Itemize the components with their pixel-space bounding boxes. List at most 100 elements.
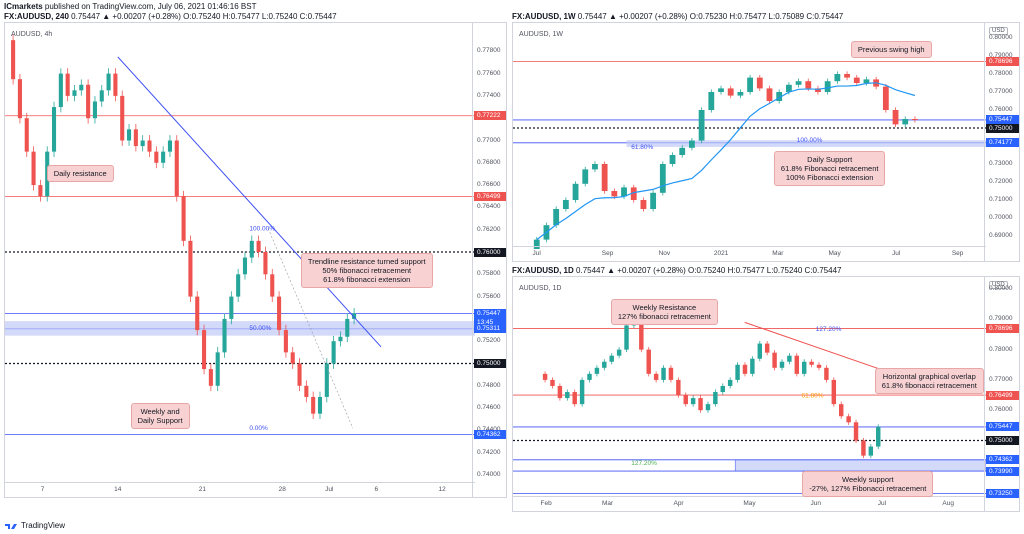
candle-body xyxy=(188,240,193,297)
candle-body xyxy=(24,118,29,152)
price-tick-label: 0.74000 xyxy=(477,471,501,478)
price-axis-daily[interactable]: USD 0.80000 0.79000 0.78000 0.77000 0.76000 0.… xyxy=(984,277,1019,511)
time-axis-4h[interactable]: 7 14 21 28 Jul 6 12 xyxy=(5,482,475,497)
candle-body xyxy=(621,187,627,197)
candle-body xyxy=(229,296,234,319)
candle-body xyxy=(639,319,644,350)
candle-body xyxy=(735,364,740,380)
chart-panel-4h[interactable]: 100.00% 50.00% 0.00% 0.77800 0.77600 0.77400… xyxy=(4,22,507,498)
tradingview-footer[interactable]: TradingView xyxy=(4,521,65,530)
candle-body xyxy=(602,361,607,368)
candle-body xyxy=(174,140,179,197)
candle-body xyxy=(38,185,43,197)
price-tick-label: 0.76400 xyxy=(477,203,501,211)
candle-body xyxy=(838,404,844,417)
candle-body xyxy=(713,392,718,405)
daily-chart-title: FX:AUDUSD, 1D xyxy=(512,266,574,275)
candle-body xyxy=(720,385,725,393)
price-level-tag: 0.75311 xyxy=(474,324,506,334)
fib-level-label: 0.00% xyxy=(249,425,268,432)
candle-body xyxy=(756,77,763,89)
price-level-tag: 0.75447 xyxy=(986,422,1019,432)
candle-body xyxy=(167,140,173,152)
candle-body xyxy=(861,440,866,456)
chart-panel-daily[interactable]: 127.20% 61.80% 127.20% USD 0.80000 0.79000 0.… xyxy=(512,276,1020,512)
time-tick-label: Jul xyxy=(325,486,334,493)
time-tick-label: 12 xyxy=(438,486,446,493)
candle-body xyxy=(79,84,84,91)
price-tick-label: 0.77800 xyxy=(477,47,501,55)
candle-body xyxy=(277,296,282,331)
annotation-callout[interactable]: Weekly Resistance 127% fibonacci retrace… xyxy=(610,298,718,325)
annotation-callout[interactable]: Weekly support -27%, 127% Fibonacci retr… xyxy=(802,471,934,497)
price-tick-label: 0.74800 xyxy=(477,381,501,389)
candle-body xyxy=(147,140,152,152)
time-axis-weekly[interactable]: Jul Sep Nov 2021 Mar May Jul Sep xyxy=(513,246,986,261)
candle-body xyxy=(683,395,688,405)
candle-body xyxy=(106,73,111,91)
candle-body xyxy=(757,343,763,359)
annotation-callout[interactable]: Previous swing high xyxy=(850,41,932,59)
chart-plot-4h[interactable]: 100.00% 50.00% 0.00% xyxy=(5,23,475,485)
currency-label[interactable]: USD xyxy=(989,281,1008,289)
fib-level-label: 100.00% xyxy=(249,226,275,233)
candle-body xyxy=(17,79,22,119)
price-axis-weekly[interactable]: USD 0.80000 0.79000 0.78000 0.77000 0.76000 0.… xyxy=(984,23,1019,261)
candle-body xyxy=(795,81,802,85)
candle-body xyxy=(653,373,659,380)
time-tick-label: Aug xyxy=(942,500,954,507)
candle-body xyxy=(882,86,889,110)
price-level-tag: 0.76000 xyxy=(474,247,506,257)
time-tick-label: Mar xyxy=(601,500,614,507)
price-tick-label: 0.78000 xyxy=(989,345,1013,353)
price-level-tag: 0.76499 xyxy=(474,191,506,201)
time-tick-label: Jun xyxy=(810,500,821,507)
annotation-callout[interactable]: Horizontal graphical overlap 61.8% fibon… xyxy=(874,368,984,395)
candle-body xyxy=(676,379,681,396)
weekly-chart-title: FX:AUDUSD, 1W xyxy=(512,12,576,21)
price-level-tag: 0.76499 xyxy=(986,390,1019,400)
candle-body xyxy=(659,164,666,193)
annotation-callout[interactable]: Weekly and Daily Support xyxy=(130,402,190,429)
price-tick-label: 0.72000 xyxy=(989,178,1013,185)
price-axis-4h[interactable]: 0.778000.776000.774000.772000.770000.768… xyxy=(472,23,506,497)
candle-body xyxy=(747,77,754,92)
candle-body xyxy=(816,364,822,368)
candle-body xyxy=(215,352,220,386)
price-tick-label: 0.75200 xyxy=(477,337,501,345)
chart-panel-weekly[interactable]: 61.80% 100.00% USD 0.80000 0.79000 0.78000 0.… xyxy=(512,22,1020,262)
annotation-callout[interactable]: Daily Support 61.8% Fibonacci retracemen… xyxy=(773,151,886,186)
annotation-callout[interactable]: Trendline resistance turned support 50% … xyxy=(300,253,433,289)
time-tick-label: Jul xyxy=(532,250,541,257)
time-tick-label: Apr xyxy=(673,500,684,507)
candle-body xyxy=(750,358,755,374)
chart-plot-weekly[interactable]: 61.80% 100.00% xyxy=(513,23,986,249)
currency-label[interactable]: USD xyxy=(989,27,1008,35)
candle-body xyxy=(65,73,70,96)
candle-body xyxy=(834,74,841,82)
candle-body xyxy=(195,296,200,331)
time-axis-daily[interactable]: Feb Mar Apr May Jun Jul Aug xyxy=(513,496,986,511)
candle-body xyxy=(592,164,598,170)
time-tick-label: Sep xyxy=(601,250,614,257)
candle-body xyxy=(779,361,785,368)
time-tick-label: Mar xyxy=(772,250,784,257)
candle-body xyxy=(317,396,323,414)
candle-body xyxy=(727,379,733,386)
candle-body xyxy=(113,73,118,96)
candle-body xyxy=(311,396,316,414)
weekly-chart-header: FX:AUDUSD, 1W 0.75447 ▲ +0.00207 (+0.28%… xyxy=(512,12,843,21)
annotation-callout[interactable]: Daily resistance xyxy=(46,165,114,183)
tradingview-logo-icon xyxy=(5,524,17,529)
candle-body xyxy=(708,92,715,110)
candle-body xyxy=(776,92,783,101)
candle-body xyxy=(99,90,104,102)
price-level-tag: 0.74362 xyxy=(474,430,506,440)
price-level-tag: 0.75000 xyxy=(986,435,1019,445)
candle-body xyxy=(668,367,674,380)
chart-symbol-label: AUDUSD, 1D xyxy=(519,285,562,292)
candle-body xyxy=(764,343,770,353)
candle-body xyxy=(86,84,91,119)
support-zone xyxy=(5,321,475,336)
candle-body xyxy=(815,88,821,92)
